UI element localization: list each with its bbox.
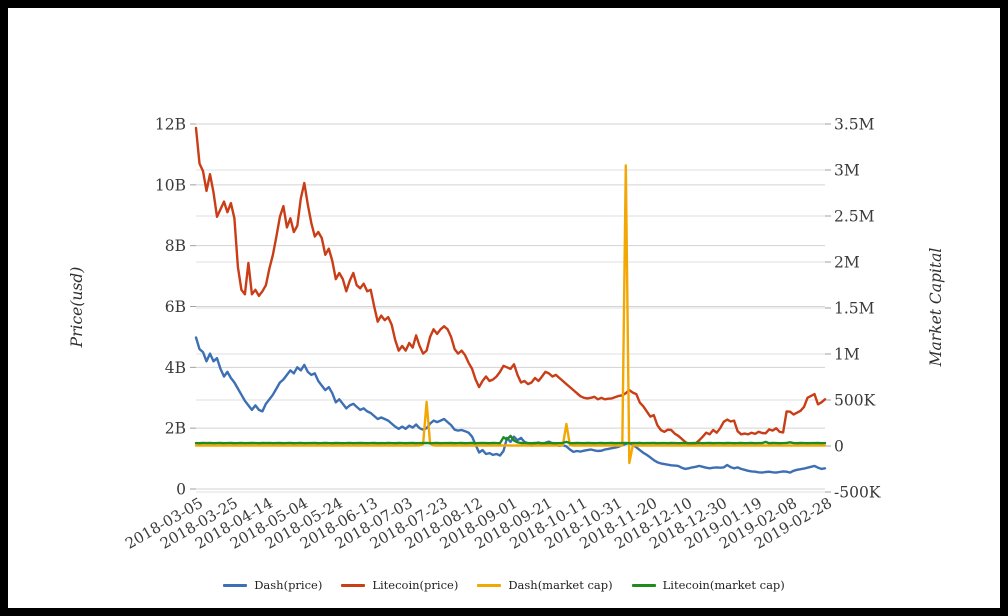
left-axis-tick-label: 10B — [155, 176, 186, 194]
chart-legend: Dash(price) Litecoin(price) Dash(market ca… — [0, 575, 1008, 595]
right-axis-tick-label: 1M — [834, 346, 860, 364]
legend-item-dash-market-cap[interactable]: Dash(market cap) — [477, 578, 613, 592]
left-axis-title: Price(usd) — [68, 267, 86, 349]
right-axis-tick-label: -500K — [834, 484, 881, 502]
right-axis-tick-label: 500K — [834, 392, 876, 410]
right-axis-tick-label: 3.5M — [834, 116, 875, 134]
left-axis-tick-label: 8B — [165, 237, 186, 255]
right-axis-tick-label: 2M — [834, 254, 860, 272]
right-axis-tick-label: 2.5M — [834, 208, 875, 226]
series-line-dash-price — [194, 336, 827, 474]
legend-label: Dash(market cap) — [508, 578, 613, 592]
series-line-litecoin-price — [194, 126, 827, 447]
legend-label: Dash(price) — [254, 578, 323, 592]
right-axis-tick-label: 1.5M — [834, 300, 875, 318]
legend-swatch-icon — [477, 583, 502, 587]
right-axis-tick-label: 0 — [834, 438, 844, 456]
legend-label: Litecoin(price) — [372, 578, 459, 592]
series-layer — [194, 126, 827, 474]
legend-item-dash-price[interactable]: Dash(price) — [223, 578, 322, 592]
legend-swatch-icon — [341, 583, 366, 587]
right-axis-title: Market Capital — [927, 248, 945, 368]
left-axis-tick-label: 12B — [155, 116, 186, 134]
legend-swatch-icon — [223, 583, 248, 587]
tick-layer — [190, 123, 831, 493]
left-axis-tick-label: 6B — [165, 298, 186, 316]
legend-item-litecoin-price[interactable]: Litecoin(price) — [341, 578, 458, 592]
series-line-litecoin-market-cap — [194, 434, 827, 445]
left-axis-tick-label: 0 — [176, 481, 186, 499]
legend-swatch-icon — [631, 583, 656, 587]
series-line-dash-market-cap — [194, 164, 827, 465]
left-axis-tick-label: 4B — [165, 359, 186, 377]
grid-layer — [196, 123, 825, 493]
label-layer: 0 2B 4B 6B 8B 10B 12B -500K 0 500K 1M 1.5M 2M 2.5M 3M 3… — [122, 116, 881, 553]
right-axis-tick-label: 3M — [834, 162, 860, 180]
left-axis-tick-label: 2B — [165, 420, 186, 438]
legend-label: Litecoin(market cap) — [662, 578, 785, 592]
legend-item-litecoin-market-cap[interactable]: Litecoin(market cap) — [631, 578, 785, 592]
